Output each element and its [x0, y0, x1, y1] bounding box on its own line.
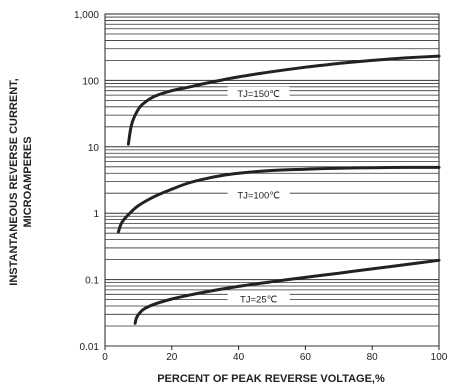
x-tick-label: 40 — [233, 352, 245, 363]
y-ticks: 1,000 100 10 1 0.1 0.01 — [74, 10, 99, 353]
y-tick-label: 0.1 — [85, 276, 99, 287]
series-label-1: TJ=150℃ — [237, 89, 280, 100]
curve-labels: TJ=150℃ TJ=100℃ TJ=25℃ — [227, 86, 290, 306]
series-label-bg — [227, 86, 290, 100]
x-tick-label: 80 — [367, 352, 379, 363]
x-axis-title: PERCENT OF PEAK REVERSE VOLTAGE,% — [157, 373, 385, 385]
series-label-3: TJ=25℃ — [240, 295, 278, 306]
y-tick-label: 10 — [88, 143, 100, 154]
y-tick-label: 1,000 — [74, 10, 99, 21]
x-tick-label: 0 — [102, 352, 108, 363]
y-tick-label: 1 — [93, 209, 99, 220]
x-tick-label: 100 — [431, 352, 448, 363]
series-line-2 — [116, 165, 441, 234]
curves — [116, 54, 441, 325]
series-label-2: TJ=100℃ — [237, 190, 280, 201]
x-ticks: 0 20 40 60 80 100 — [102, 346, 448, 363]
y-tick-label: 0.01 — [80, 342, 100, 353]
x-tick-label: 60 — [300, 352, 312, 363]
series-line-1 — [126, 54, 441, 146]
y-axis-title-line1: INSTANTANEOUS REVERSE CURRENT, — [8, 78, 20, 285]
x-tick-label: 20 — [166, 352, 178, 363]
y-axis-title-line2: MICROAMPERES — [22, 136, 34, 227]
series-label-bg — [227, 187, 290, 201]
series-label-bg — [227, 292, 290, 306]
grid — [105, 16, 439, 347]
y-tick-label: 100 — [82, 76, 99, 87]
series-line-3 — [133, 258, 441, 325]
